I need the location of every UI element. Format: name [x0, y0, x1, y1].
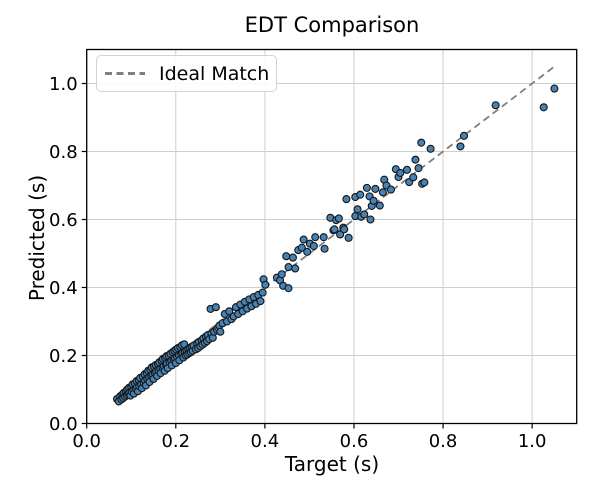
- scatter-point: [261, 280, 270, 289]
- x-tick-label: 0.8: [429, 431, 458, 452]
- scatter-point: [258, 288, 267, 297]
- legend: Ideal Match: [96, 55, 277, 92]
- scatter-point: [353, 205, 362, 214]
- scatter-point: [311, 233, 320, 242]
- scatter-point: [216, 327, 225, 336]
- x-axis-title: Target (s): [284, 452, 380, 476]
- scatter-point: [491, 101, 500, 110]
- scatter-point: [340, 225, 349, 234]
- chart-title: EDT Comparison: [244, 13, 420, 37]
- y-tick-label: 0.6: [49, 210, 78, 231]
- scatter-point: [225, 307, 234, 316]
- scatter-point: [288, 253, 297, 262]
- scatter-point: [330, 225, 339, 234]
- scatter-point: [414, 164, 423, 173]
- scatter-point: [409, 173, 418, 182]
- y-tick-label: 0.8: [49, 142, 78, 163]
- scatter-point: [297, 243, 306, 252]
- scatter-point: [284, 284, 293, 293]
- x-tick-label: 0.2: [161, 431, 190, 452]
- x-tick-label: 0.6: [340, 431, 369, 452]
- scatter-point: [456, 142, 465, 151]
- scatter-point: [411, 155, 420, 164]
- scatter-point: [396, 168, 405, 177]
- x-tick-label: 0.0: [72, 431, 101, 452]
- scatter-point: [344, 233, 353, 242]
- scatter-point: [334, 214, 343, 223]
- scatter-point: [402, 165, 412, 174]
- scatter-point: [299, 235, 308, 244]
- scatter-point: [303, 247, 312, 256]
- legend-label: Ideal Match: [159, 62, 270, 85]
- scatter-point: [291, 264, 300, 273]
- scatter-point: [386, 185, 395, 194]
- scatter-point: [342, 195, 351, 204]
- y-tick-label: 0.4: [49, 278, 78, 299]
- scatter-point: [550, 84, 559, 93]
- plot-border: [86, 48, 578, 425]
- scatter-point: [426, 144, 435, 153]
- scatter-point: [320, 244, 329, 253]
- scatter-point: [369, 196, 378, 205]
- scatter-point: [309, 241, 318, 251]
- scatter-point: [256, 297, 265, 306]
- y-tick-label: 0.2: [49, 346, 78, 367]
- scatter-point: [378, 188, 387, 197]
- y-tick-label: 1.0: [49, 74, 78, 95]
- scatter-point: [459, 131, 469, 140]
- y-tick-label: 0.0: [49, 414, 78, 435]
- scatter-point: [539, 103, 548, 112]
- scatter-point: [284, 263, 293, 272]
- scatter-point: [360, 210, 369, 219]
- scatter-point: [417, 138, 426, 147]
- y-axis-title: Predicted (s): [25, 174, 49, 302]
- scatter-point: [420, 178, 429, 187]
- x-tick-label: 1.0: [518, 431, 547, 452]
- scatter-point: [211, 303, 220, 312]
- scatter-point: [319, 233, 328, 242]
- scatter-point: [371, 184, 380, 193]
- scatter-point: [356, 190, 365, 199]
- scatter-point: [375, 201, 384, 210]
- scatter-point: [282, 252, 291, 261]
- scatter-point: [362, 183, 371, 192]
- dashed-line-icon: [105, 72, 145, 75]
- scatter-point: [277, 270, 286, 279]
- scatter-point: [366, 215, 375, 224]
- x-tick-label: 0.4: [251, 431, 280, 452]
